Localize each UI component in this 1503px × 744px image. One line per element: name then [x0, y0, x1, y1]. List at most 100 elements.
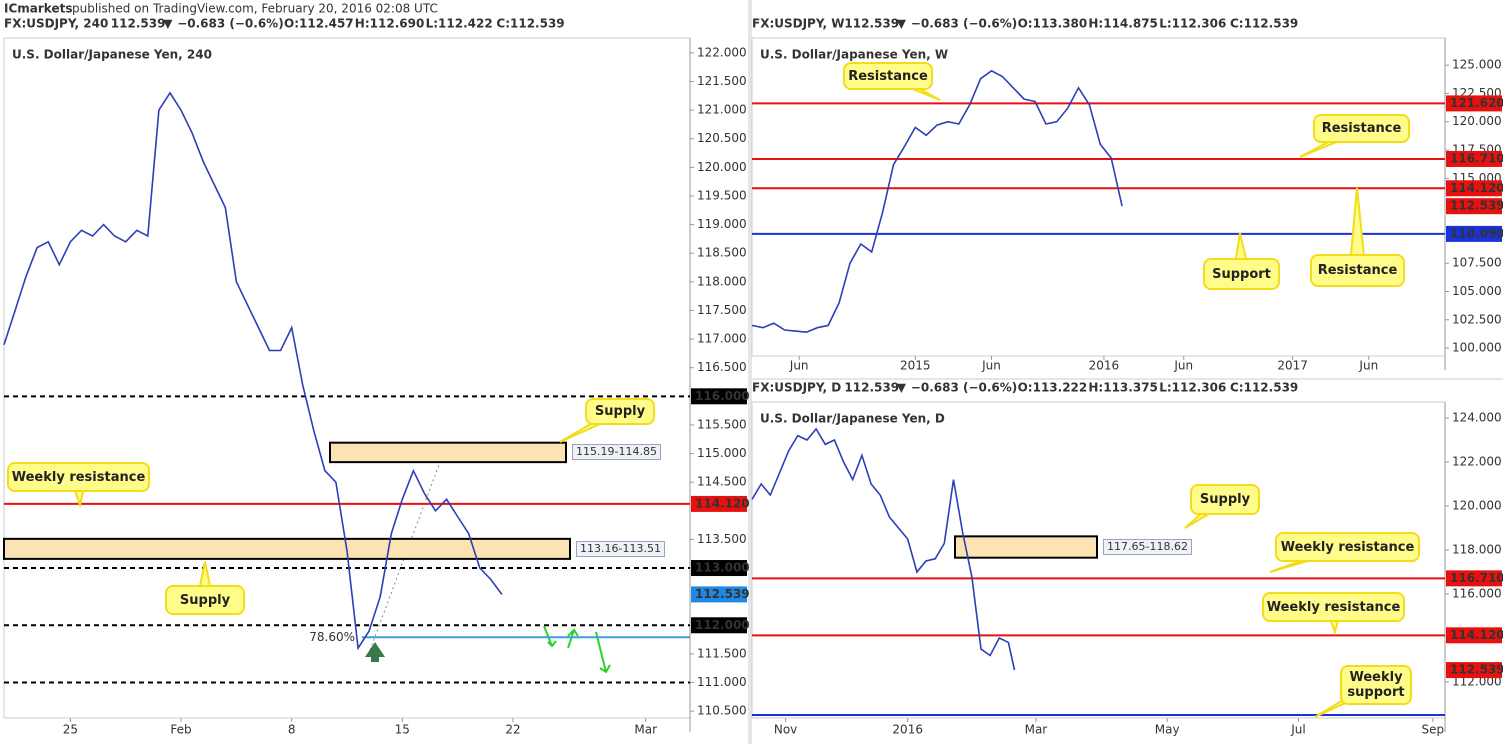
plot-title: U.S. Dollar/Japanese Yen, D: [760, 412, 945, 426]
level-label: 114.120: [1450, 628, 1503, 642]
price-line: [751, 69, 1123, 334]
level-label-bg: [1446, 225, 1502, 242]
x-tick-label: Sep: [1421, 723, 1444, 737]
zone: [954, 535, 1098, 559]
y-tick-label: 111.500: [697, 646, 747, 660]
last-price: 112.539: [844, 17, 899, 31]
price-line: [3, 91, 503, 651]
last-price-label: 112.539: [1450, 663, 1503, 677]
level-label: 112.000: [695, 618, 750, 632]
level-label-bg: [1446, 95, 1502, 112]
y-tick-label: 111.000: [697, 675, 747, 689]
y-tick-label: 117.500: [697, 303, 747, 317]
level-label: 113.000: [695, 561, 750, 575]
ohlc: O:113.222: [1018, 381, 1088, 395]
level-label-bg: [691, 617, 747, 634]
last-price: 112.539: [844, 381, 899, 395]
y-tick-label: 107.500: [1452, 256, 1502, 270]
y-tick-label: 118.000: [1452, 542, 1502, 556]
brand: ICmarkets: [4, 2, 72, 16]
callout: Weekly support: [1340, 665, 1412, 705]
level-label-bg: [691, 560, 747, 577]
y-tick-label: 124.000: [1452, 411, 1502, 425]
ohlc: C:112.539: [1230, 17, 1298, 31]
x-tick-label: Jun: [789, 359, 809, 373]
level-label-bg: [1446, 180, 1502, 197]
x-tick-label: Jun: [981, 359, 1001, 373]
plot-title: U.S. Dollar/Japanese Yen, W: [760, 48, 948, 62]
zone: [3, 537, 571, 560]
callout: Support: [1203, 258, 1280, 290]
y-tick-label: 121.500: [697, 74, 747, 88]
callout: Supply: [585, 398, 655, 425]
y-tick-label: 116.500: [697, 360, 747, 374]
y-tick-label: 105.000: [1452, 284, 1502, 298]
y-tick-label: 115.500: [697, 417, 747, 431]
y-tick-label: 110.500: [697, 704, 747, 718]
x-tick-label: Mar: [634, 723, 657, 737]
x-tick-label: Jul: [1290, 723, 1305, 737]
level-label: 114.120: [695, 496, 750, 510]
symbol: FX:USDJPY, D: [752, 381, 841, 395]
y-tick-label: 118.500: [697, 246, 747, 260]
x-tick-label: Mar: [1025, 723, 1048, 737]
x-tick-label: 22: [505, 723, 520, 737]
plot-title: U.S. Dollar/Japanese Yen, 240: [12, 48, 212, 62]
publish-info: published on TradingView.com, February 2…: [72, 2, 438, 16]
y-tick-label: 116.000: [1452, 586, 1502, 600]
ohlc: L:112.422: [426, 17, 493, 31]
x-tick-label: 15: [395, 723, 410, 737]
up-arrow: [365, 642, 385, 662]
y-tick-label: 120.500: [697, 131, 747, 145]
last-price-label: 112.539: [1450, 199, 1503, 213]
change: −0.683 (−0.6%): [911, 381, 1018, 395]
y-tick-label: 102.500: [1452, 312, 1502, 326]
x-tick-label: Feb: [170, 723, 191, 737]
callout: Weekly resistance: [7, 462, 150, 492]
last-price-bg: [1446, 198, 1502, 215]
ohlc: L:112.306: [1159, 381, 1226, 395]
x-tick-label: Jun: [1173, 359, 1193, 373]
change: −0.683 (−0.6%): [177, 17, 284, 31]
y-tick-label: 125.000: [1452, 58, 1502, 72]
panel: [0, 0, 748, 744]
callout: Weekly resistance: [1262, 592, 1405, 622]
ohlc: C:112.539: [1230, 381, 1298, 395]
change: −0.683 (−0.6%): [911, 17, 1018, 31]
ohlc: O:113.380: [1018, 17, 1088, 31]
callout: Resistance: [1313, 114, 1410, 143]
y-tick-label: 119.000: [697, 217, 747, 231]
ohlc: O:112.457: [284, 17, 354, 31]
x-tick-label: May: [1155, 723, 1180, 737]
y-tick-label: 100.000: [1452, 341, 1502, 355]
zone: [329, 441, 567, 464]
ohlc: C:112.539: [496, 17, 564, 31]
level-label: 114.120: [1450, 181, 1503, 195]
y-tick-label: 118.000: [697, 274, 747, 288]
callout: Resistance: [843, 62, 933, 90]
ohlc: H:112.690: [355, 17, 425, 31]
x-tick-label: 8: [288, 723, 296, 737]
zone-label: 113.16-113.51: [576, 540, 665, 557]
x-tick-label: 25: [63, 723, 78, 737]
level-label: 116.710: [1450, 571, 1503, 585]
zone-label: 117.65-118.62: [1103, 539, 1192, 556]
zone-label: 115.19-114.85: [572, 444, 661, 461]
y-tick-label: 115.000: [697, 446, 747, 460]
symbol: FX:USDJPY, W: [752, 17, 845, 31]
x-tick-label: 2015: [900, 359, 931, 373]
last-price-label: 112.539: [695, 587, 750, 601]
y-tick-label: 121.000: [697, 103, 747, 117]
y-tick-label: 113.500: [697, 532, 747, 546]
callout: Supply: [165, 585, 245, 615]
y-tick-label: 117.000: [697, 332, 747, 346]
x-tick-label: Nov: [774, 723, 797, 737]
callout: Resistance: [1310, 254, 1405, 287]
y-tick-label: 119.500: [697, 188, 747, 202]
callout: Weekly resistance: [1275, 532, 1420, 562]
last-price-bg: [691, 586, 747, 603]
y-tick-label: 114.500: [697, 475, 747, 489]
x-tick-label: Jun: [1358, 359, 1378, 373]
